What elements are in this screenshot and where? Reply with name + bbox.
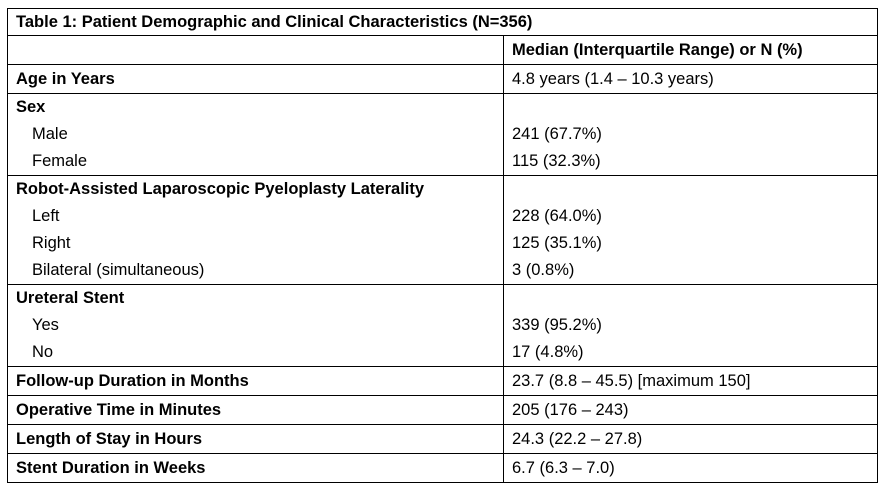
row-label: Length of Stay in Hours bbox=[7, 424, 504, 454]
row-value-group: 241 (67.7%) 115 (32.3%) bbox=[503, 93, 878, 176]
table-title: Table 1: Patient Demographic and Clinica… bbox=[7, 8, 878, 36]
table-row-laterality: Robot-Assisted Laparoscopic Pyeloplasty … bbox=[7, 175, 878, 285]
sub-value: 228 (64.0%) bbox=[512, 207, 602, 225]
table-row-sex: Sex Male Female 241 (67.7%) 115 (32.3%) bbox=[7, 93, 878, 176]
sub-value: 3 (0.8%) bbox=[512, 261, 575, 279]
row-label-group: Ureteral Stent Yes No bbox=[7, 284, 504, 367]
row-label: Operative Time in Minutes bbox=[7, 395, 504, 425]
table-row-age: Age in Years 4.8 years (1.4 – 10.3 years… bbox=[7, 64, 878, 94]
table-row-operative: Operative Time in Minutes 205 (176 – 243… bbox=[7, 395, 878, 425]
row-label: Stent Duration in Weeks bbox=[7, 453, 504, 483]
header-blank-cell bbox=[7, 35, 504, 65]
sub-value: 115 (32.3%) bbox=[512, 152, 601, 170]
row-value-group: 228 (64.0%) 125 (35.1%) 3 (0.8%) bbox=[503, 175, 878, 285]
group-label: Ureteral Stent bbox=[16, 289, 125, 307]
row-value-group: 339 (95.2%) 17 (4.8%) bbox=[503, 284, 878, 367]
blank-value bbox=[512, 95, 869, 122]
table-row-followup: Follow-up Duration in Months 23.7 (8.8 –… bbox=[7, 366, 878, 396]
blank-value bbox=[512, 286, 869, 313]
sub-label: Left bbox=[32, 207, 60, 225]
table-header-row: Median (Interquartile Range) or N (%) bbox=[7, 35, 878, 65]
group-label: Robot-Assisted Laparoscopic Pyeloplasty … bbox=[16, 180, 425, 198]
sub-value: 241 (67.7%) bbox=[512, 125, 602, 143]
row-value: 23.7 (8.8 – 45.5) [maximum 150] bbox=[503, 366, 878, 396]
sub-label: Yes bbox=[32, 316, 59, 334]
sub-label: Bilateral (simultaneous) bbox=[32, 261, 205, 279]
column-header: Median (Interquartile Range) or N (%) bbox=[503, 35, 878, 65]
demographics-table: Table 1: Patient Demographic and Clinica… bbox=[7, 8, 878, 483]
table-title-row: Table 1: Patient Demographic and Clinica… bbox=[7, 8, 878, 36]
blank-value bbox=[512, 177, 869, 204]
row-value: 205 (176 – 243) bbox=[503, 395, 878, 425]
row-value: 24.3 (22.2 – 27.8) bbox=[503, 424, 878, 454]
table-row-los: Length of Stay in Hours 24.3 (22.2 – 27.… bbox=[7, 424, 878, 454]
sub-label: Right bbox=[32, 234, 71, 252]
row-value: 4.8 years (1.4 – 10.3 years) bbox=[503, 64, 878, 94]
sub-label: Male bbox=[32, 125, 68, 143]
table-row-stent-duration: Stent Duration in Weeks 6.7 (6.3 – 7.0) bbox=[7, 453, 878, 483]
sub-value: 125 (35.1%) bbox=[512, 234, 602, 252]
table-row-stent: Ureteral Stent Yes No 339 (95.2%) 17 (4.… bbox=[7, 284, 878, 367]
row-label: Age in Years bbox=[7, 64, 504, 94]
sub-label: Female bbox=[32, 152, 88, 170]
row-value: 6.7 (6.3 – 7.0) bbox=[503, 453, 878, 483]
sub-label: No bbox=[32, 343, 54, 361]
sub-value: 339 (95.2%) bbox=[512, 316, 602, 334]
row-label-group: Robot-Assisted Laparoscopic Pyeloplasty … bbox=[7, 175, 504, 285]
row-label: Follow-up Duration in Months bbox=[7, 366, 504, 396]
row-label-group: Sex Male Female bbox=[7, 93, 504, 176]
group-label: Sex bbox=[16, 98, 46, 116]
sub-value: 17 (4.8%) bbox=[512, 343, 584, 361]
